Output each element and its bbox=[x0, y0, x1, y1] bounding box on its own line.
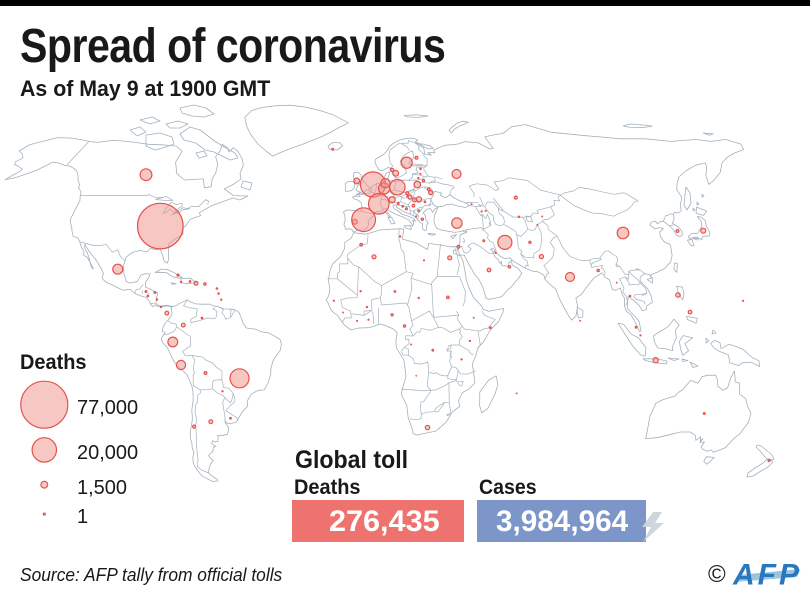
svg-text:AFP: AFP bbox=[732, 559, 800, 592]
